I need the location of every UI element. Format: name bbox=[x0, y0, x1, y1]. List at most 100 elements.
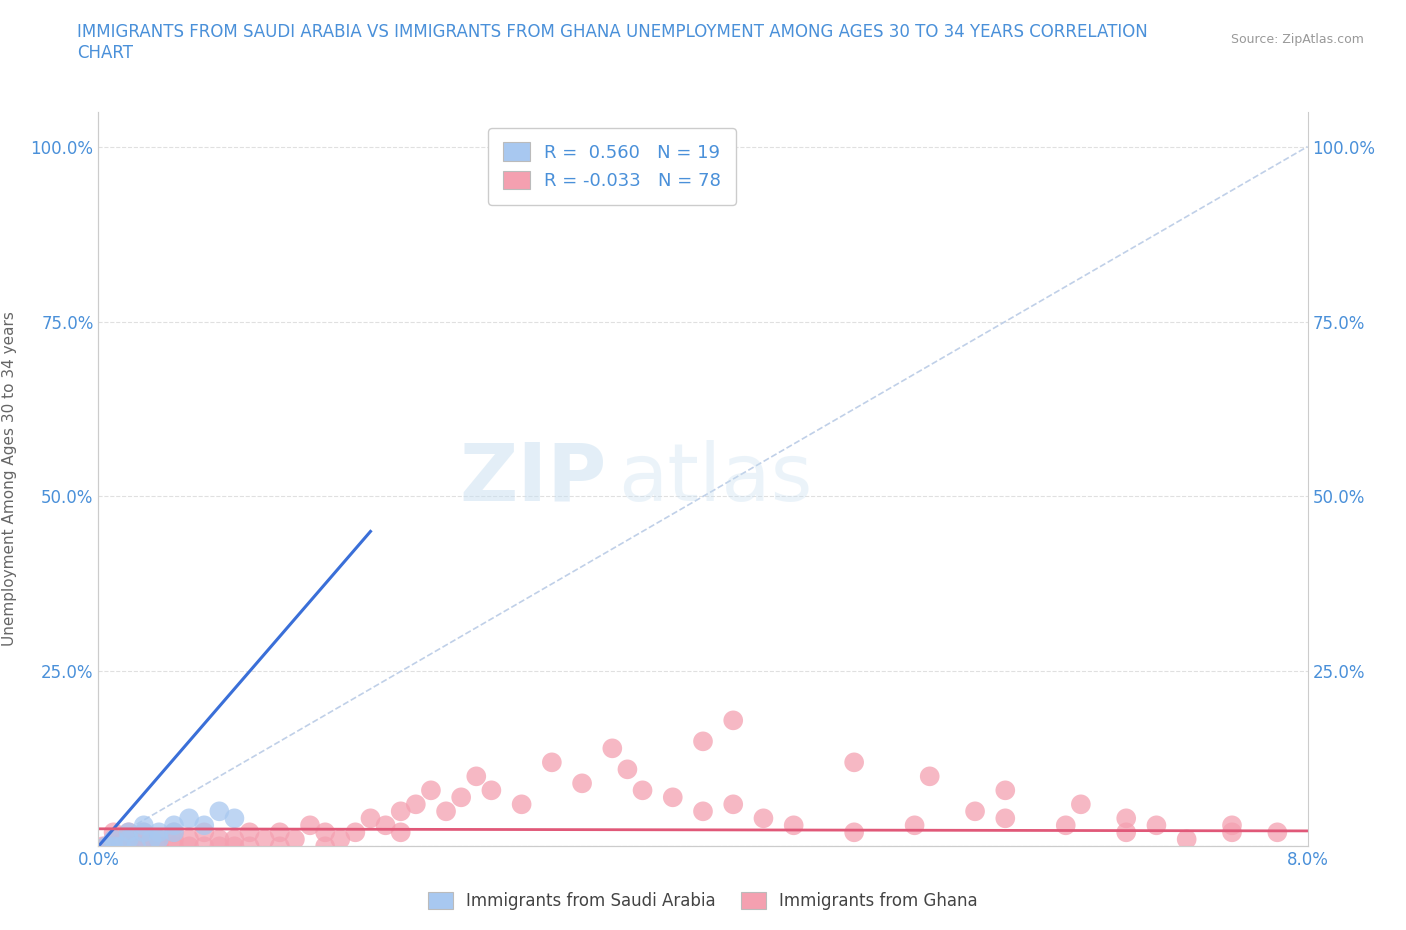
Point bbox=[571, 776, 593, 790]
Point bbox=[481, 783, 503, 798]
Text: Source: ZipAtlas.com: Source: ZipAtlas.com bbox=[1230, 33, 1364, 46]
Point bbox=[965, 804, 987, 818]
Point bbox=[110, 839, 132, 854]
Point bbox=[224, 811, 246, 826]
Point bbox=[465, 769, 488, 784]
Point bbox=[91, 839, 114, 854]
Point bbox=[239, 839, 262, 854]
Point bbox=[163, 825, 186, 840]
Point bbox=[224, 831, 246, 846]
Point bbox=[103, 839, 125, 854]
Point bbox=[661, 790, 683, 804]
Point bbox=[132, 825, 155, 840]
Point bbox=[269, 839, 291, 854]
Text: IMMIGRANTS FROM SAUDI ARABIA VS IMMIGRANTS FROM GHANA UNEMPLOYMENT AMONG AGES 30: IMMIGRANTS FROM SAUDI ARABIA VS IMMIGRAN… bbox=[77, 23, 1149, 62]
Point bbox=[904, 817, 927, 832]
Point bbox=[314, 825, 336, 840]
Point bbox=[193, 817, 215, 832]
Point bbox=[1070, 797, 1092, 812]
Point bbox=[94, 839, 117, 854]
Point bbox=[132, 839, 155, 854]
Point bbox=[1267, 825, 1289, 840]
Text: ZIP: ZIP bbox=[458, 440, 606, 518]
Point bbox=[723, 713, 745, 728]
Point bbox=[118, 831, 141, 846]
Y-axis label: Unemployment Among Ages 30 to 34 years: Unemployment Among Ages 30 to 34 years bbox=[1, 312, 17, 646]
Point bbox=[299, 817, 322, 832]
Point bbox=[132, 831, 155, 846]
Point bbox=[239, 825, 262, 840]
Legend: R =  0.560   N = 19, R = -0.033   N = 78: R = 0.560 N = 19, R = -0.033 N = 78 bbox=[488, 128, 735, 205]
Point bbox=[110, 839, 132, 854]
Point bbox=[1220, 817, 1243, 832]
Point bbox=[118, 825, 141, 840]
Point bbox=[723, 797, 745, 812]
Point bbox=[163, 839, 186, 854]
Point bbox=[103, 839, 125, 854]
Point bbox=[434, 804, 457, 818]
Point bbox=[148, 839, 170, 854]
Point bbox=[208, 831, 231, 846]
Point bbox=[994, 811, 1017, 826]
Point bbox=[329, 831, 352, 846]
Point bbox=[179, 831, 201, 846]
Point bbox=[1115, 811, 1137, 826]
Point bbox=[269, 825, 291, 840]
Point bbox=[692, 804, 714, 818]
Point bbox=[163, 831, 186, 846]
Point bbox=[405, 797, 427, 812]
Point bbox=[163, 825, 186, 840]
Point bbox=[616, 762, 638, 777]
Point bbox=[420, 783, 443, 798]
Point bbox=[602, 741, 624, 756]
Point bbox=[1146, 817, 1168, 832]
Point bbox=[752, 811, 775, 826]
Point bbox=[132, 839, 155, 854]
Point bbox=[148, 825, 170, 840]
Point bbox=[125, 839, 148, 854]
Point bbox=[103, 825, 125, 840]
Point bbox=[118, 831, 141, 846]
Point bbox=[994, 783, 1017, 798]
Point bbox=[179, 811, 201, 826]
Point bbox=[374, 817, 396, 832]
Point bbox=[148, 839, 170, 854]
Point bbox=[1054, 817, 1077, 832]
Point bbox=[103, 831, 125, 846]
Text: atlas: atlas bbox=[619, 440, 813, 518]
Point bbox=[224, 839, 246, 854]
Point bbox=[148, 831, 170, 846]
Point bbox=[631, 783, 654, 798]
Point bbox=[510, 797, 533, 812]
Point bbox=[510, 174, 533, 189]
Point bbox=[1220, 825, 1243, 840]
Point bbox=[360, 811, 382, 826]
Point bbox=[94, 839, 117, 854]
Point bbox=[208, 839, 231, 854]
Point bbox=[314, 839, 336, 854]
Point bbox=[844, 755, 866, 770]
Point bbox=[193, 839, 215, 854]
Point bbox=[132, 817, 155, 832]
Point bbox=[389, 804, 412, 818]
Point bbox=[193, 825, 215, 840]
Point bbox=[540, 755, 562, 770]
Point bbox=[1115, 825, 1137, 840]
Point bbox=[844, 825, 866, 840]
Point bbox=[1175, 831, 1198, 846]
Point bbox=[141, 831, 163, 846]
Point bbox=[103, 831, 125, 846]
Point bbox=[389, 825, 412, 840]
Point bbox=[118, 839, 141, 854]
Point bbox=[284, 831, 307, 846]
Point bbox=[783, 817, 806, 832]
Point bbox=[179, 839, 201, 854]
Point bbox=[344, 825, 367, 840]
Point bbox=[118, 825, 141, 840]
Point bbox=[163, 817, 186, 832]
Point bbox=[132, 825, 155, 840]
Point bbox=[148, 831, 170, 846]
Point bbox=[208, 804, 231, 818]
Point bbox=[253, 831, 276, 846]
Point bbox=[450, 790, 472, 804]
